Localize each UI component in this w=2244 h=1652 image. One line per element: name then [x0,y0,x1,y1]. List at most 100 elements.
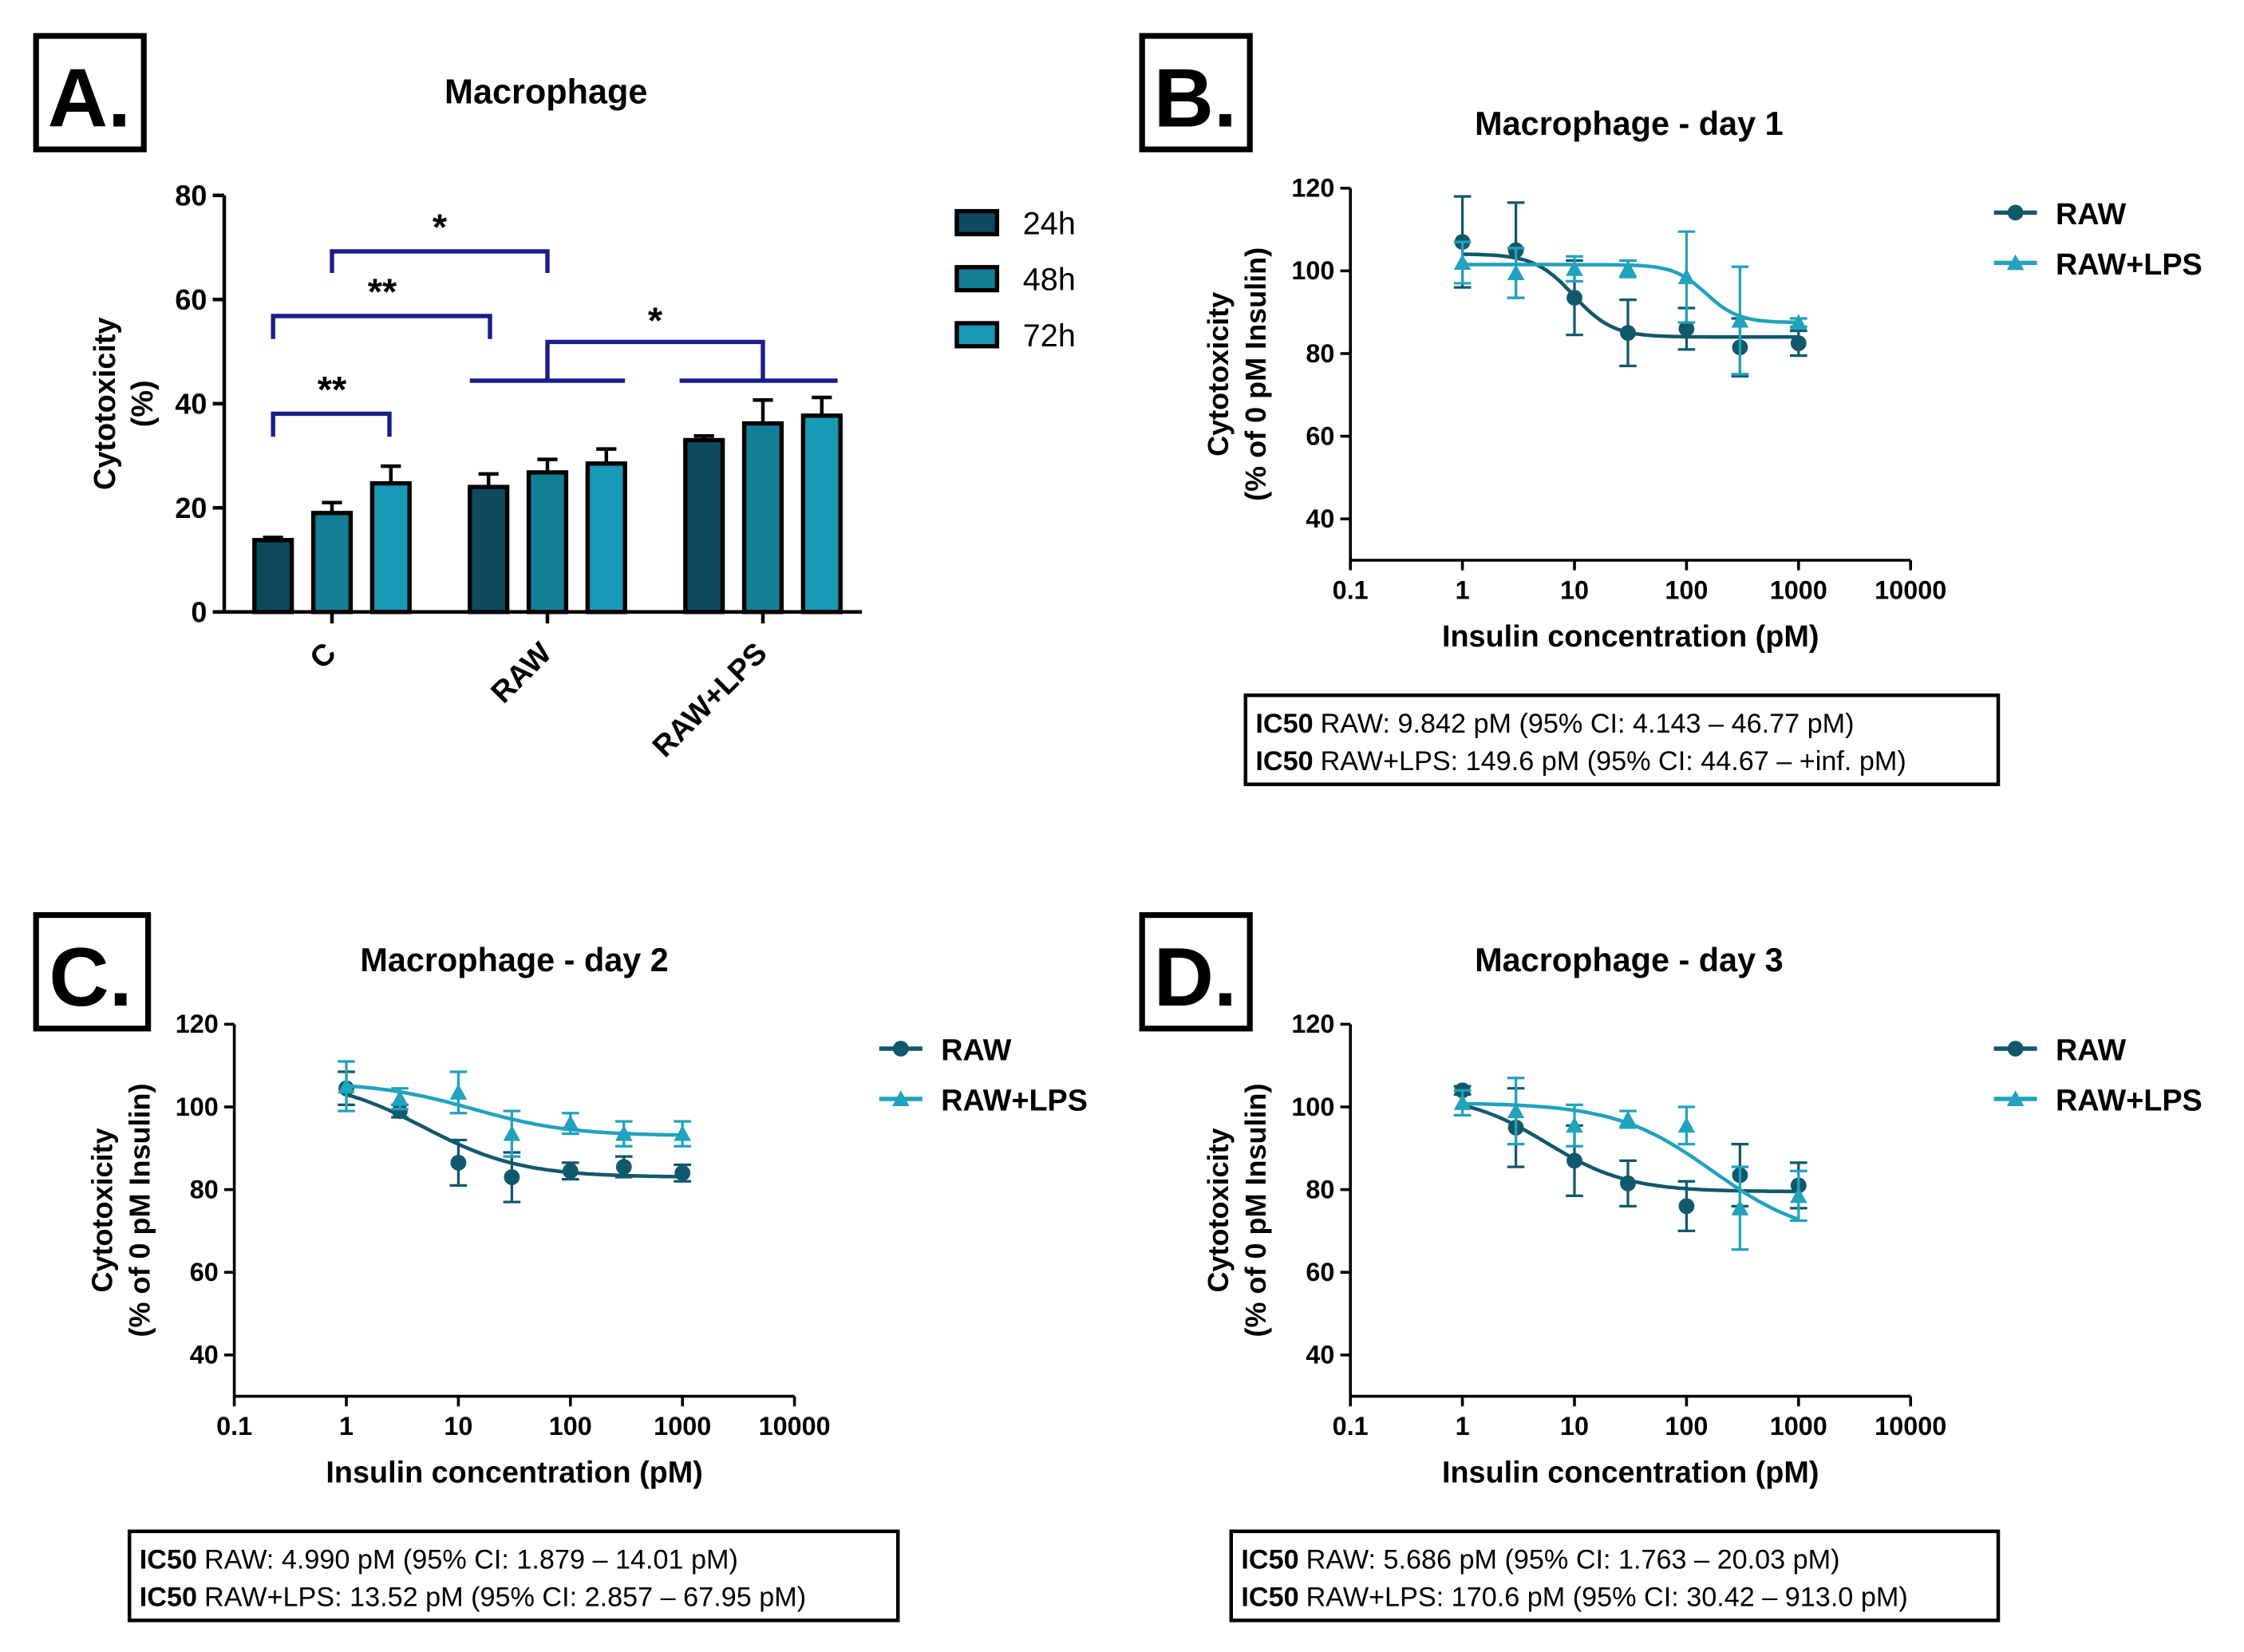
dose-response-panel-c: Macrophage - day 2 40 60 80 100 120 0.1 1 10 100 1… [86,942,1088,1490]
data-point [1790,335,1807,351]
chart-title: Macrophage [444,73,647,112]
y-axis-label-line: (% of 0 pM Insulin) [1239,1084,1272,1338]
ic50-box-b: IC50 RAW: 9.842 pM (95% CI: 4.143 – 46.77… [1243,693,2001,787]
x-tick-label: 10 [1560,576,1589,605]
x-tick-label: C [304,636,343,675]
y-tick-label: 80 [190,1175,219,1203]
data-point [504,1169,520,1185]
x-tick-label: 10000 [1875,576,1946,605]
x-tick-label: 100 [549,1412,592,1441]
y-tick-label: 0 [191,595,207,628]
legend-marker [2006,1090,2025,1106]
data-point [674,1164,691,1181]
x-tick-label: 10000 [759,1412,831,1441]
data-point [1620,325,1636,341]
data-point [1678,1198,1695,1215]
x-tick-label: 10 [444,1412,472,1441]
y-axis-label-line: Cytotoxicity [1202,292,1235,456]
bar [252,538,294,615]
bar-chart-panel-a: Macrophage 0 20 40 60 80 Cytotoxicity (%) C RAW R… [89,73,1076,765]
data-point [1790,314,1807,330]
y-axis-label-line: (% of 0 pM Insulin) [123,1084,156,1338]
bar [800,413,843,615]
x-axis-label: Insulin concentration (pM) [326,1456,702,1490]
y-tick-label: 40 [175,387,207,420]
ic50-label: IC50 [1255,709,1313,739]
ic50-label: IC50 [140,1582,197,1612]
legend-label: RAW [941,1033,1012,1067]
chart-title: Macrophage - day 2 [360,942,668,978]
chart-title: Macrophage - day 1 [1475,105,1783,142]
ic50-lps-text: RAW+LPS: 13.52 pM (95% CI: 2.857 – 67.95… [204,1582,806,1612]
data-point [1790,1187,1807,1203]
x-tick-label: 1 [1456,576,1470,605]
data-point [1566,290,1582,306]
legend-swatch [954,321,1000,349]
data-point [615,1159,632,1176]
legend-label: 72h [1023,318,1076,354]
panel-a-letter: A. [48,51,131,144]
data-point [1677,268,1696,285]
bar [310,511,354,615]
y-tick-label: 120 [176,1010,219,1038]
y-tick-label: 60 [190,1258,219,1286]
data-point [1619,1110,1637,1127]
data-point [392,1103,408,1120]
x-tick-label: 1 [339,1412,354,1441]
y-axis-label-line: Cytotoxicity [86,1128,119,1292]
bar [585,461,627,615]
data-point [1507,264,1525,280]
y-axis-label: Cytotoxicity (% of 0 pM Insulin) [1202,1084,1272,1338]
panel-d-letter: D. [1154,931,1237,1024]
legend-label: 48h [1023,263,1076,298]
ic50-label: IC50 [1255,746,1313,777]
data-point [674,1124,691,1141]
y-axis-label-line: (% of 0 pM Insulin) [1239,247,1272,501]
x-axis-label: Insulin concentration (pM) [1442,1456,1819,1490]
data-point [1453,1094,1472,1110]
data-point [1620,1175,1636,1192]
data-point [391,1089,409,1106]
y-tick-label: 60 [1306,1258,1334,1286]
legend-marker [892,1041,909,1057]
x-tick-label: 1000 [654,1412,711,1441]
legend-marker [2007,1041,2024,1057]
significance-label: ** [318,369,347,410]
legend-label: RAW+LPS [941,1084,1088,1117]
bar [683,437,725,615]
data-point [614,1124,633,1141]
ic50-lps-text: RAW+LPS: 149.6 pM (95% CI: 44.67 – +inf.… [1321,746,1906,777]
significance-label: ** [368,271,397,313]
x-tick-label: 100 [1665,576,1708,605]
ic50-raw-text: RAW: 5.686 pM (95% CI: 1.763 – 20.03 pM) [1306,1545,1840,1575]
panel-b-letter: B. [1154,51,1237,144]
significance-bracket [330,249,550,273]
y-axis-label: Cytotoxicity (%) [89,318,160,490]
y-tick-label: 100 [1291,256,1334,285]
ic50-raw-text: RAW: 4.990 pM (95% CI: 1.879 – 14.01 pM) [204,1545,738,1575]
x-tick-label: 1000 [1770,576,1827,605]
legend-label: RAW [2056,1033,2127,1067]
bar [369,480,412,615]
data-point [1731,311,1749,328]
ic50-box-c: IC50 RAW: 4.990 pM (95% CI: 1.879 – 14.01… [127,1529,900,1622]
y-axis-label: Cytotoxicity (% of 0 pM Insulin) [1202,247,1272,501]
x-tick-label: RAW [485,636,559,709]
y-axis-label-line: Cytotoxicity [89,318,122,490]
ic50-lps-text: RAW+LPS: 170.6 pM (95% CI: 30.42 – 913.0… [1306,1582,1908,1612]
legend-swatch [954,265,1000,293]
x-tick-label: 100 [1665,1412,1708,1441]
ic50-box-d: IC50 RAW: 5.686 pM (95% CI: 1.763 – 20.03… [1229,1529,2001,1622]
y-tick-label: 80 [1306,339,1334,368]
bar [468,484,510,615]
significance-label: * [648,300,663,342]
legend-marker [2006,254,2025,271]
data-point [1566,1116,1583,1133]
x-axis-label: Insulin concentration (pM) [1442,620,1819,654]
legend-label: RAW [2056,198,2127,231]
